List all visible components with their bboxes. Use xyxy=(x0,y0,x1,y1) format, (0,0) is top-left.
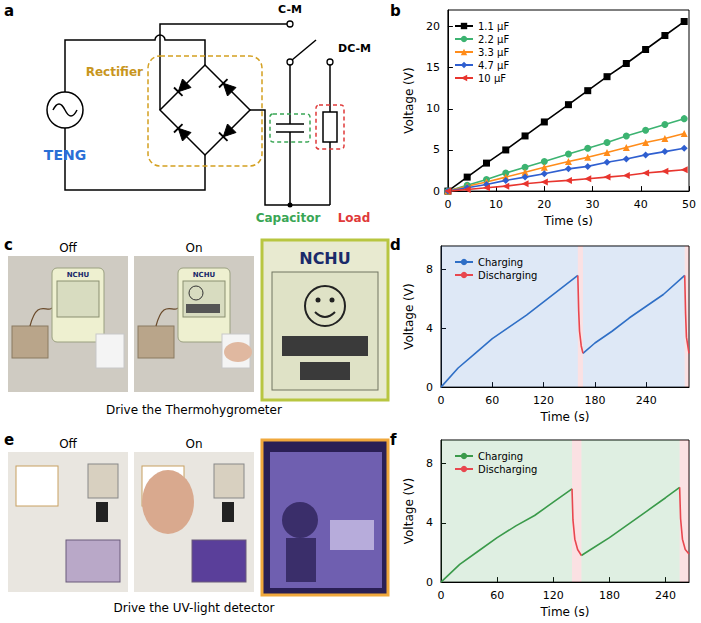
svg-text:Voltage (V): Voltage (V) xyxy=(402,283,416,349)
svg-text:50: 50 xyxy=(682,198,696,211)
svg-text:0: 0 xyxy=(426,576,433,589)
svg-text:40: 40 xyxy=(634,198,648,211)
svg-text:DC-M: DC-M xyxy=(338,42,371,55)
svg-text:10 μF: 10 μF xyxy=(478,73,506,84)
svg-text:Capacitor: Capacitor xyxy=(256,211,321,225)
svg-text:a: a xyxy=(4,2,14,20)
svg-text:240: 240 xyxy=(655,589,676,602)
svg-text:60: 60 xyxy=(485,394,499,407)
svg-text:Charging: Charging xyxy=(478,257,523,268)
svg-text:1.1 μF: 1.1 μF xyxy=(478,21,509,32)
svg-text:b: b xyxy=(390,2,401,20)
svg-text:Time (s): Time (s) xyxy=(540,605,590,619)
svg-text:5: 5 xyxy=(433,143,440,156)
svg-text:e: e xyxy=(4,431,14,449)
svg-text:f: f xyxy=(390,431,397,449)
svg-text:On: On xyxy=(185,437,202,451)
svg-text:60: 60 xyxy=(490,589,504,602)
svg-text:Off: Off xyxy=(59,241,77,255)
svg-text:0: 0 xyxy=(426,381,433,394)
svg-text:0: 0 xyxy=(438,394,445,407)
svg-text:Off: Off xyxy=(59,437,77,451)
svg-text:NCHU: NCHU xyxy=(67,271,90,279)
svg-text:Time (s): Time (s) xyxy=(540,410,590,424)
svg-text:8: 8 xyxy=(426,457,433,470)
svg-text:120: 120 xyxy=(543,589,564,602)
svg-text:Drive the Thermohygrometer: Drive the Thermohygrometer xyxy=(106,403,282,417)
svg-text:NCHU: NCHU xyxy=(193,271,216,279)
svg-text:Load: Load xyxy=(338,211,371,225)
svg-text:4: 4 xyxy=(426,322,433,335)
svg-text:20: 20 xyxy=(537,198,551,211)
svg-text:3.3 μF: 3.3 μF xyxy=(478,47,509,58)
svg-text:180: 180 xyxy=(599,589,620,602)
svg-text:4: 4 xyxy=(426,516,433,529)
svg-text:On: On xyxy=(185,241,202,255)
svg-text:30: 30 xyxy=(586,198,600,211)
svg-text:10: 10 xyxy=(489,198,503,211)
svg-text:TENG: TENG xyxy=(44,147,86,163)
svg-text:0: 0 xyxy=(444,198,451,211)
svg-text:Discharging: Discharging xyxy=(478,270,537,281)
svg-text:C-M: C-M xyxy=(278,3,302,16)
svg-text:0: 0 xyxy=(438,589,445,602)
svg-text:c: c xyxy=(4,236,13,254)
svg-text:240: 240 xyxy=(636,394,657,407)
svg-text:10: 10 xyxy=(426,102,440,115)
svg-text:Voltage (V): Voltage (V) xyxy=(402,67,416,133)
svg-text:Discharging: Discharging xyxy=(478,464,537,475)
svg-text:120: 120 xyxy=(533,394,554,407)
svg-text:0: 0 xyxy=(433,185,440,198)
svg-text:Voltage (V): Voltage (V) xyxy=(402,478,416,544)
svg-text:Rectifier: Rectifier xyxy=(86,65,143,79)
svg-text:Time (s): Time (s) xyxy=(543,214,593,228)
svg-text:2.2 μF: 2.2 μF xyxy=(478,34,509,45)
svg-text:8: 8 xyxy=(426,263,433,276)
svg-text:20: 20 xyxy=(426,20,440,33)
svg-text:NCHU: NCHU xyxy=(299,249,351,268)
svg-text:180: 180 xyxy=(584,394,605,407)
svg-text:4.7 μF: 4.7 μF xyxy=(478,60,509,71)
svg-text:d: d xyxy=(390,236,401,254)
svg-text:15: 15 xyxy=(426,61,440,74)
svg-text:Drive the UV-light detector: Drive the UV-light detector xyxy=(113,601,274,615)
svg-text:Charging: Charging xyxy=(478,451,523,462)
